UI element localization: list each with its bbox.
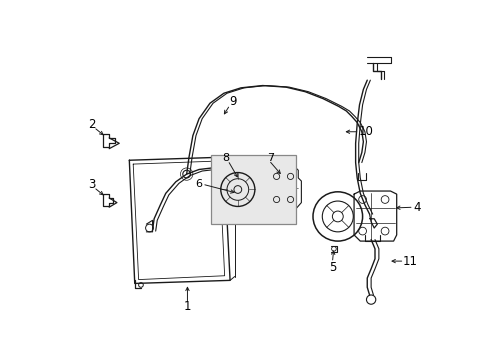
Text: 8: 8	[222, 153, 229, 163]
Text: 1: 1	[183, 300, 191, 313]
Text: 4: 4	[413, 201, 421, 214]
Text: 3: 3	[88, 177, 96, 190]
Text: 7: 7	[266, 153, 273, 163]
Text: 6: 6	[195, 179, 202, 189]
Bar	[210, 155, 295, 224]
Text: 9: 9	[229, 95, 237, 108]
Text: 5: 5	[328, 261, 335, 274]
Text: 2: 2	[88, 118, 96, 131]
Text: 10: 10	[358, 125, 372, 138]
Text: 11: 11	[402, 255, 417, 267]
